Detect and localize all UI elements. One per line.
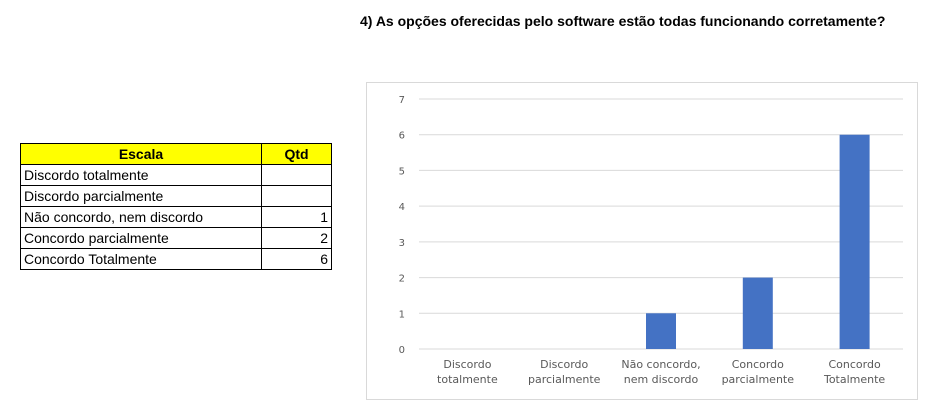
row-qty: 1 [261, 206, 332, 228]
x-category-label: parcialmente [528, 373, 601, 386]
table-row: Discordo totalmente [20, 164, 332, 186]
scale-table: Escala Qtd Discordo totalmente Discordo … [20, 143, 332, 270]
table-row: Discordo parcialmente [20, 185, 332, 207]
question-title: 4) As opções oferecidas pelo software es… [360, 13, 886, 29]
bar [646, 313, 676, 349]
y-tick-label: 2 [399, 274, 405, 285]
table-header-row: Escala Qtd [20, 143, 332, 165]
row-label: Discordo parcialmente [20, 185, 262, 207]
table-row: Concordo Totalmente 6 [20, 248, 332, 270]
y-tick-label: 1 [399, 309, 405, 320]
row-label: Concordo Totalmente [20, 248, 262, 270]
y-tick-label: 3 [399, 238, 405, 249]
header-qty: Qtd [261, 143, 332, 165]
y-tick-label: 5 [399, 166, 405, 177]
row-label: Não concordo, nem discordo [20, 206, 262, 228]
x-category-label: Discordo [540, 358, 588, 371]
y-tick-label: 0 [399, 345, 405, 356]
table-row: Não concordo, nem discordo 1 [20, 206, 332, 228]
x-category-label: Discordo [443, 358, 491, 371]
x-category-label: totalmente [437, 373, 498, 386]
y-tick-label: 7 [399, 95, 405, 106]
bar [839, 134, 870, 349]
x-category-label: Não concordo, [621, 358, 700, 371]
x-category-label: Totalmente [823, 373, 885, 386]
row-qty: 2 [261, 227, 332, 249]
row-qty: 6 [261, 248, 332, 270]
chart-frame: 0 1 2 3 4 5 6 7 Discordo totalmente Discordo parcia… [366, 82, 918, 400]
x-category-label: Concordo [732, 358, 784, 371]
y-tick-label: 6 [399, 131, 405, 142]
x-category-label: Concordo [828, 358, 880, 371]
header-scale: Escala [20, 143, 262, 165]
x-category-label: nem discordo [624, 373, 699, 386]
row-label: Concordo parcialmente [20, 227, 262, 249]
row-qty [261, 185, 332, 207]
table-row: Concordo parcialmente 2 [20, 227, 332, 249]
row-label: Discordo totalmente [20, 164, 262, 186]
row-qty [261, 164, 332, 186]
bar [742, 277, 773, 349]
y-tick-label: 4 [399, 202, 405, 213]
x-category-label: parcialmente [722, 373, 795, 386]
bar-chart: 0 1 2 3 4 5 6 7 Discordo totalmente Discordo parcia… [399, 95, 903, 386]
